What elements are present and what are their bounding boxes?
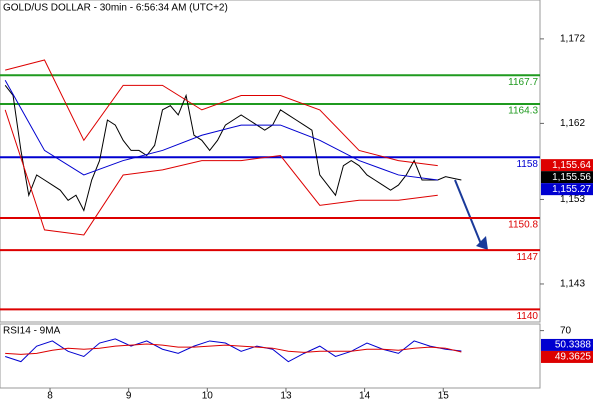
y-tick-label: 1,172 xyxy=(560,34,585,45)
price-tag-label: 1,155.56 xyxy=(552,172,591,183)
level-label: 1167.7 xyxy=(508,77,538,88)
level-label: 1164.3 xyxy=(508,106,538,117)
price-tag xyxy=(541,183,593,196)
price-tag xyxy=(541,171,593,184)
price-tag-label: 1,155.64 xyxy=(552,160,591,171)
price-tag xyxy=(541,350,593,363)
price-tag-label: 1,155.27 xyxy=(552,184,591,195)
x-tick-label: 15 xyxy=(438,391,450,402)
price-tag-label: 49.3625 xyxy=(555,352,592,363)
x-tick-label: 8 xyxy=(47,391,53,402)
series-line xyxy=(4,109,438,236)
price-tag xyxy=(541,338,593,351)
series-line xyxy=(5,59,438,167)
level-label: 1147 xyxy=(516,252,538,263)
y-tick-label: 1,162 xyxy=(560,118,585,129)
series-line xyxy=(4,85,462,212)
y-tick-label: 1,143 xyxy=(560,279,585,290)
series-line xyxy=(4,80,438,181)
price-tag-label: 50.3388 xyxy=(555,340,592,351)
arrow-head xyxy=(476,236,488,250)
level-label: 1140 xyxy=(516,311,538,322)
rsi-panel xyxy=(0,323,541,389)
price-tag xyxy=(541,159,593,172)
rsi-title: RSI14 - 9MA xyxy=(3,326,61,337)
x-tick-label: 13 xyxy=(280,391,292,402)
forecast-arrow xyxy=(454,179,482,245)
chart-title: GOLD/US DOLLAR - 30min - 6:56:34 AM (UTC… xyxy=(3,3,228,14)
x-tick-label: 9 xyxy=(126,391,132,402)
level-label: 1150.8 xyxy=(508,220,538,231)
x-tick-label: 14 xyxy=(359,391,371,402)
series-line xyxy=(5,343,462,355)
y-tick-label: 70 xyxy=(560,325,572,336)
level-label: 1158 xyxy=(516,159,538,170)
y-tick-label: 1,153 xyxy=(560,194,585,205)
price-panel xyxy=(0,0,541,323)
series-line xyxy=(5,338,462,363)
x-tick-label: 10 xyxy=(202,391,214,402)
